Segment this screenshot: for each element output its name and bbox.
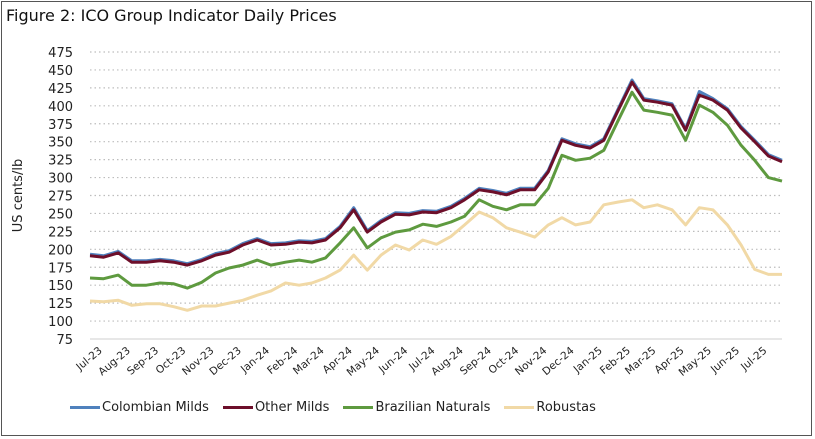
y-tick-label: 475 bbox=[48, 46, 73, 61]
y-tick-label: 100 bbox=[48, 315, 73, 330]
legend-label: Colombian Milds bbox=[102, 400, 209, 415]
y-tick-label: 75 bbox=[56, 333, 73, 348]
legend-label: Robustas bbox=[536, 400, 596, 415]
legend-swatch bbox=[222, 406, 253, 409]
series-line-robustas bbox=[89, 198, 782, 312]
x-tick-label: Jun-24 bbox=[376, 345, 410, 377]
x-tick-label: Sep-23 bbox=[125, 345, 161, 378]
legend: Colombian Milds Other Milds Brazilian Natu… bbox=[70, 400, 596, 415]
series-line-other-milds bbox=[89, 80, 783, 267]
chart-title: Figure 2: ICO Group Indicator Daily Pric… bbox=[6, 6, 337, 25]
y-tick-label: 400 bbox=[48, 100, 73, 115]
x-tick-label: Aug-24 bbox=[429, 345, 466, 379]
y-tick-label: 350 bbox=[48, 136, 73, 151]
y-tick-label: 200 bbox=[48, 243, 73, 258]
legend-label: Other Milds bbox=[254, 400, 330, 415]
x-tick-label: Jul-25 bbox=[738, 345, 769, 374]
y-tick-label: 300 bbox=[48, 172, 73, 187]
legend-item: Robustas bbox=[504, 400, 596, 415]
legend-item: Brazilian Naturals bbox=[343, 400, 490, 415]
legend-item: Colombian Milds bbox=[70, 400, 209, 415]
legend-label: Brazilian Naturals bbox=[375, 400, 491, 415]
y-tick-label: 150 bbox=[48, 279, 73, 294]
legend-swatch bbox=[70, 406, 100, 409]
y-tick-label: 450 bbox=[48, 64, 73, 79]
y-tick-label: 250 bbox=[48, 207, 73, 222]
y-axis-label: US cents/lb bbox=[11, 159, 26, 232]
series-line-colombian-milds bbox=[89, 78, 783, 266]
y-tick-label: 425 bbox=[48, 82, 73, 97]
x-tick-label: Sep-24 bbox=[458, 345, 494, 378]
y-tick-label: 225 bbox=[48, 225, 73, 240]
y-tick-label: 375 bbox=[48, 118, 73, 133]
y-tick-label: 125 bbox=[48, 297, 73, 312]
legend-swatch bbox=[343, 406, 374, 409]
y-tick-label: 275 bbox=[48, 190, 73, 205]
legend-item: Other Milds bbox=[222, 400, 330, 415]
series-line-brazilian-naturals bbox=[89, 90, 783, 290]
legend-swatch bbox=[504, 406, 535, 409]
x-tick-label: Dec-24 bbox=[540, 345, 577, 378]
x-tick-label: Aug-23 bbox=[96, 345, 133, 378]
x-tick-label: Jun-25 bbox=[708, 345, 742, 376]
y-tick-label: 325 bbox=[48, 154, 73, 169]
y-tick-label: 175 bbox=[48, 261, 73, 276]
